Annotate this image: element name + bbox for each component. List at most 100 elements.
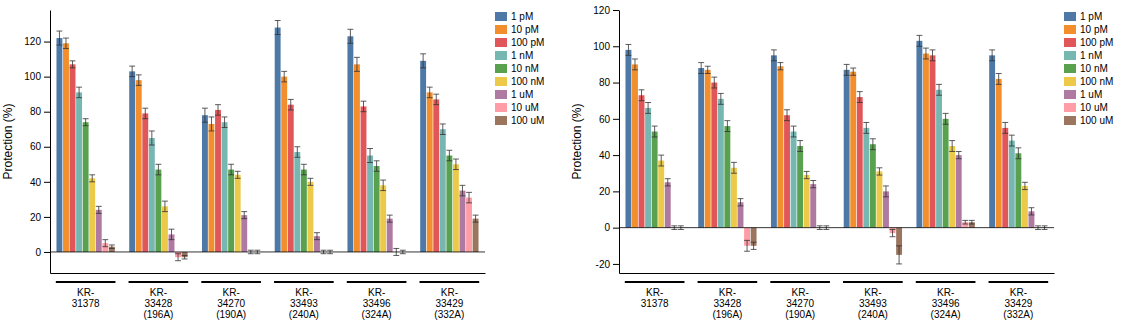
- error-bar: [374, 161, 380, 172]
- bar: [83, 122, 89, 252]
- y-tick-label: 100: [593, 41, 610, 52]
- error-bar: [863, 122, 869, 133]
- legend-item: 1 uM: [1064, 89, 1102, 100]
- bar: [460, 191, 466, 252]
- error-bar: [387, 215, 393, 222]
- legend-swatch: [495, 51, 507, 60]
- error-bar: [1002, 122, 1008, 133]
- y-tick: 120: [24, 36, 50, 47]
- bar: [294, 152, 300, 252]
- y-tick-mark: [44, 77, 50, 78]
- error-bar: [169, 229, 175, 240]
- y-axis: -20020406080100120: [593, 5, 619, 274]
- group-bracket: [916, 281, 976, 283]
- x-tick: KR-33493(240A): [289, 287, 319, 320]
- error-bar: [658, 155, 664, 166]
- y-tick-label: 40: [30, 177, 42, 188]
- bar: [235, 175, 241, 252]
- group-bracket: [843, 281, 903, 283]
- error-bar: [632, 59, 638, 70]
- x-tick-label-line: 34270: [217, 298, 245, 309]
- x-tick-label-line: KR-: [864, 287, 881, 298]
- zero-line: [619, 227, 1054, 228]
- legend-label: 1 uM: [1080, 89, 1102, 100]
- x-tick-label-line: (240A): [858, 309, 888, 320]
- group-bracket: [129, 281, 189, 283]
- series: [625, 35, 995, 227]
- x-tick: KR-34270(190A): [216, 287, 246, 320]
- bar: [420, 61, 426, 252]
- y-tick-mark: [44, 112, 50, 113]
- error-bar: [314, 233, 320, 240]
- group-bracket: [770, 281, 830, 283]
- error-bar: [446, 150, 452, 161]
- y-tick-mark: [44, 147, 50, 148]
- error-bar: [738, 199, 744, 206]
- bar: [374, 166, 380, 252]
- x-tick-label-line: 31378: [72, 298, 100, 309]
- error-bar: [645, 103, 651, 114]
- group-bracket: [698, 281, 758, 283]
- legend-swatch: [495, 103, 507, 112]
- bar: [222, 122, 228, 252]
- error-bar: [731, 162, 737, 173]
- series: [632, 48, 1002, 228]
- error-bar: [96, 206, 102, 213]
- error-bar: [652, 126, 658, 137]
- error-bar: [771, 50, 777, 61]
- group-brackets: [56, 282, 479, 283]
- x-tick-label-line: KR-: [719, 287, 736, 298]
- bar: [367, 156, 373, 252]
- y-tick-label: 120: [24, 36, 41, 47]
- y-tick: 80: [30, 106, 50, 117]
- error-bar: [76, 87, 82, 98]
- bar: [136, 80, 142, 252]
- error-bar: [427, 87, 433, 98]
- panel: 020406080100120KR-31378KR-33428(196A)KR-…: [1, 11, 544, 321]
- error-bar: [810, 180, 816, 187]
- error-bar: [466, 192, 472, 203]
- y-tick: 120: [593, 5, 619, 16]
- legend-swatch: [1064, 90, 1076, 99]
- y-tick-mark: [44, 182, 50, 183]
- y-tick-mark: [613, 155, 619, 156]
- error-bar: [367, 149, 373, 163]
- x-tick-label-line: (324A): [362, 309, 392, 320]
- bar: [241, 215, 247, 252]
- y-axis: 020406080100120: [24, 11, 50, 274]
- legend-swatch: [495, 25, 507, 34]
- bar: [804, 175, 810, 228]
- x-tick-label: KR-31378: [641, 287, 669, 309]
- legend-item: 10 nM: [1064, 63, 1108, 74]
- x-tick-label-line: 31378: [641, 298, 669, 309]
- error-bar: [307, 178, 313, 185]
- bar: [943, 119, 949, 228]
- legend-item: 100 uM: [1064, 115, 1113, 126]
- error-bar: [698, 63, 704, 74]
- x-tick: KR-33428(196A): [143, 287, 173, 320]
- bar: [387, 219, 393, 252]
- legend-label: 100 pM: [511, 37, 544, 48]
- error-bar: [235, 171, 241, 178]
- y-tick: 40: [30, 177, 50, 188]
- series: [639, 50, 1009, 228]
- legend-label: 10 uM: [511, 102, 539, 113]
- x-tick-label-line: (240A): [289, 309, 319, 320]
- bar: [731, 168, 737, 228]
- bar: [209, 124, 215, 252]
- error-bar: [380, 180, 386, 191]
- legend-item: 1 nM: [495, 50, 533, 61]
- error-bar: [724, 121, 730, 132]
- error-bar: [149, 131, 155, 145]
- error-bar: [916, 35, 922, 46]
- bar: [1022, 186, 1028, 228]
- bar: [989, 55, 995, 227]
- error-bar: [241, 212, 247, 219]
- y-tick-label: 80: [599, 77, 611, 88]
- bar: [791, 132, 797, 228]
- error-bar: [175, 254, 181, 261]
- x-tick-label-line: (196A): [143, 309, 173, 320]
- x-tick-label-line: KR-: [1010, 287, 1027, 298]
- legend-label: 100 nM: [1080, 76, 1113, 87]
- error-bar: [784, 110, 790, 121]
